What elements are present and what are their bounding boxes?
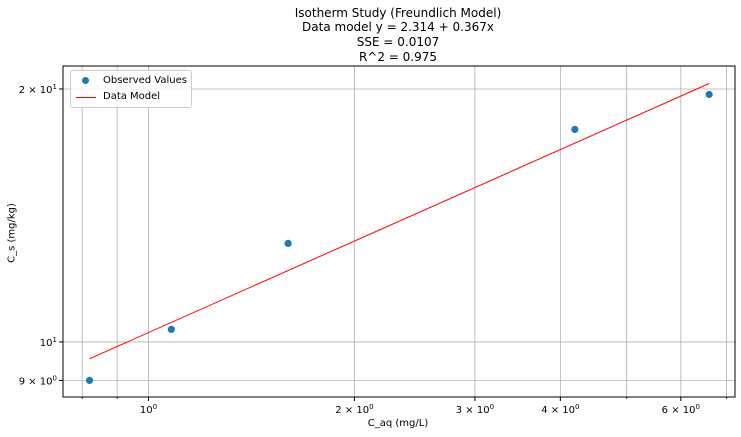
- model-line: [89, 83, 710, 360]
- observed-point: [85, 376, 94, 385]
- legend-label-model: Data Model: [103, 91, 161, 102]
- legend-entry-observed: Observed Values: [71, 73, 191, 89]
- observed-point: [284, 239, 292, 248]
- x-axis-label: C_aq (mg/L): [367, 418, 429, 429]
- x-tick-label: 3 × 100: [456, 403, 494, 416]
- observed-point: [571, 125, 579, 134]
- legend: Observed Values Data Model: [70, 70, 192, 108]
- tick-layer: 100 2 × 100 3 × 100 4 × 100 6 × 100 9 × 100 10…: [19, 83, 728, 416]
- chart-subtitle-sse: SSE = 0.0107: [356, 35, 440, 49]
- legend-label-observed: Observed Values: [103, 75, 187, 86]
- y-tick-label: 9 × 100: [19, 374, 57, 387]
- grid-layer: [63, 66, 735, 397]
- chart-title: Isotherm Study (Freundlich Model): [294, 6, 502, 20]
- observed-point: [167, 325, 175, 334]
- chart-subtitle-model: Data model y = 2.314 + 0.367x: [302, 20, 494, 34]
- legend-entry-model: Data Model: [71, 89, 191, 105]
- series-layer: [85, 83, 713, 385]
- x-tick-label: 6 × 100: [662, 403, 700, 416]
- legend-line-model: [76, 97, 96, 98]
- chart-subtitle-r2: R^2 = 0.975: [358, 50, 438, 64]
- y-tick-label: 101: [40, 336, 57, 349]
- legend-marker-observed: [82, 77, 89, 84]
- x-tick-label: 4 × 100: [541, 403, 579, 416]
- x-tick-label: 2 × 100: [335, 403, 373, 416]
- y-tick-label: 2 × 101: [19, 83, 57, 96]
- axes-frame: [62, 65, 736, 398]
- y-axis-label: C_s (mg/kg): [6, 203, 18, 263]
- x-tick-label: 100: [140, 403, 157, 416]
- observed-point: [705, 90, 713, 99]
